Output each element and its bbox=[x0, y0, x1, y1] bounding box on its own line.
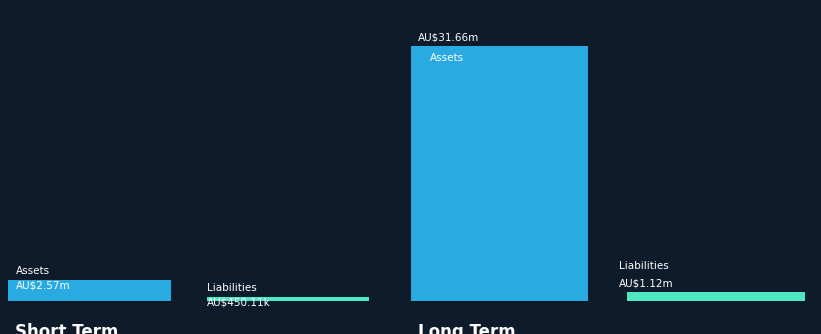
Bar bbox=[410, 45, 588, 301]
Text: AU$1.12m: AU$1.12m bbox=[619, 278, 674, 288]
Bar bbox=[8, 280, 171, 301]
Text: Short Term: Short Term bbox=[16, 323, 119, 334]
Text: AU$31.66m: AU$31.66m bbox=[419, 32, 479, 42]
Text: Liabilities: Liabilities bbox=[207, 284, 257, 294]
Text: Liabilities: Liabilities bbox=[619, 261, 669, 271]
Text: AU$2.57m: AU$2.57m bbox=[16, 281, 70, 291]
Text: Long Term: Long Term bbox=[419, 323, 516, 334]
Bar bbox=[207, 297, 369, 301]
Text: Assets: Assets bbox=[16, 267, 49, 277]
Bar bbox=[627, 292, 805, 301]
Text: AU$450.11k: AU$450.11k bbox=[207, 298, 271, 308]
Text: Assets: Assets bbox=[430, 52, 465, 62]
